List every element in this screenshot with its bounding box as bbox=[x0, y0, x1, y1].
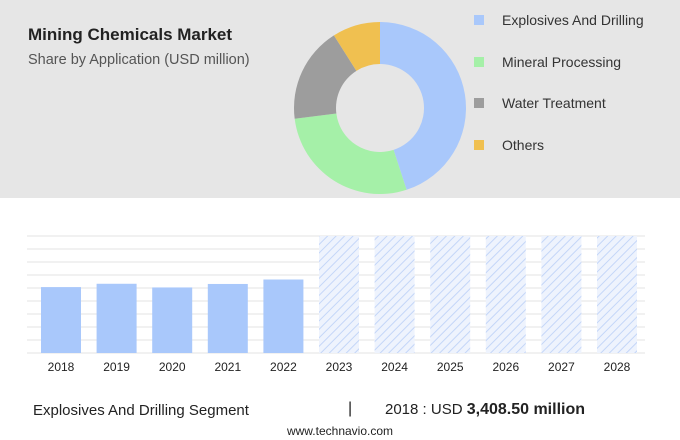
donut-chart bbox=[294, 22, 466, 194]
bar-2020 bbox=[152, 287, 193, 353]
footer-segment: Explosives And Drilling Segment bbox=[33, 402, 249, 419]
chart-title: Mining Chemicals Market bbox=[28, 25, 233, 44]
legend: Explosives And Drilling Mineral Processi… bbox=[474, 10, 644, 176]
footer-year-label: 2018 : USD bbox=[385, 401, 463, 418]
x-tick-2028: 2028 bbox=[604, 360, 631, 374]
legend-swatch-water bbox=[474, 98, 484, 108]
x-tick-2024: 2024 bbox=[381, 360, 408, 374]
bar-chart: 2018 2019 2020 2021 2022 2023 2024 2025 2026 2027… bbox=[27, 235, 645, 374]
bar-2022 bbox=[263, 279, 304, 353]
x-tick-2022: 2022 bbox=[270, 360, 297, 374]
legend-item-water: Water Treatment bbox=[474, 93, 644, 113]
footer-separator: | bbox=[348, 400, 353, 417]
donut-slice-0 bbox=[380, 22, 466, 190]
bar-2023 bbox=[319, 236, 359, 353]
footer-amount: 3,408.50 million bbox=[466, 401, 585, 418]
website-link[interactable]: www.technavio.com bbox=[286, 424, 394, 438]
legend-item-explosives: Explosives And Drilling bbox=[474, 10, 644, 30]
donut-slice-2 bbox=[294, 35, 357, 119]
legend-swatch-others bbox=[474, 139, 484, 150]
bar-2025 bbox=[430, 236, 471, 353]
donut-slice-3 bbox=[333, 22, 380, 71]
bar-2024 bbox=[374, 236, 415, 353]
x-tick-2020: 2020 bbox=[159, 360, 186, 374]
x-tick-2027: 2027 bbox=[548, 360, 575, 374]
bar-2019 bbox=[96, 283, 137, 353]
legend-label-water: Water Treatment bbox=[502, 95, 606, 111]
legend-swatch-explosives bbox=[474, 15, 484, 25]
donut-slice-1 bbox=[294, 113, 407, 194]
legend-label-others: Others bbox=[502, 136, 545, 153]
bar-2018 bbox=[41, 287, 81, 353]
x-tick-2026: 2026 bbox=[492, 360, 519, 374]
chart-subtitle: Share by Application (USD million) bbox=[28, 52, 250, 68]
x-tick-2019: 2019 bbox=[103, 360, 130, 374]
bar-2026 bbox=[485, 236, 526, 353]
legend-swatch-mineral bbox=[474, 56, 484, 67]
bar-2028 bbox=[597, 236, 637, 353]
x-tick-2025: 2025 bbox=[437, 360, 464, 374]
x-tick-2023: 2023 bbox=[326, 360, 353, 374]
x-tick-2018: 2018 bbox=[48, 360, 75, 374]
legend-label-explosives: Explosives And Drilling bbox=[502, 12, 644, 28]
legend-label-mineral: Mineral Processing bbox=[502, 53, 622, 70]
bar-2027 bbox=[541, 236, 582, 353]
legend-item-others: Others bbox=[474, 135, 644, 155]
bar-2021 bbox=[207, 283, 248, 353]
legend-item-mineral: Mineral Processing bbox=[474, 52, 644, 72]
footer-value: 2018 : USD 3,408.50 million bbox=[385, 401, 585, 419]
x-tick-2021: 2021 bbox=[214, 360, 241, 374]
